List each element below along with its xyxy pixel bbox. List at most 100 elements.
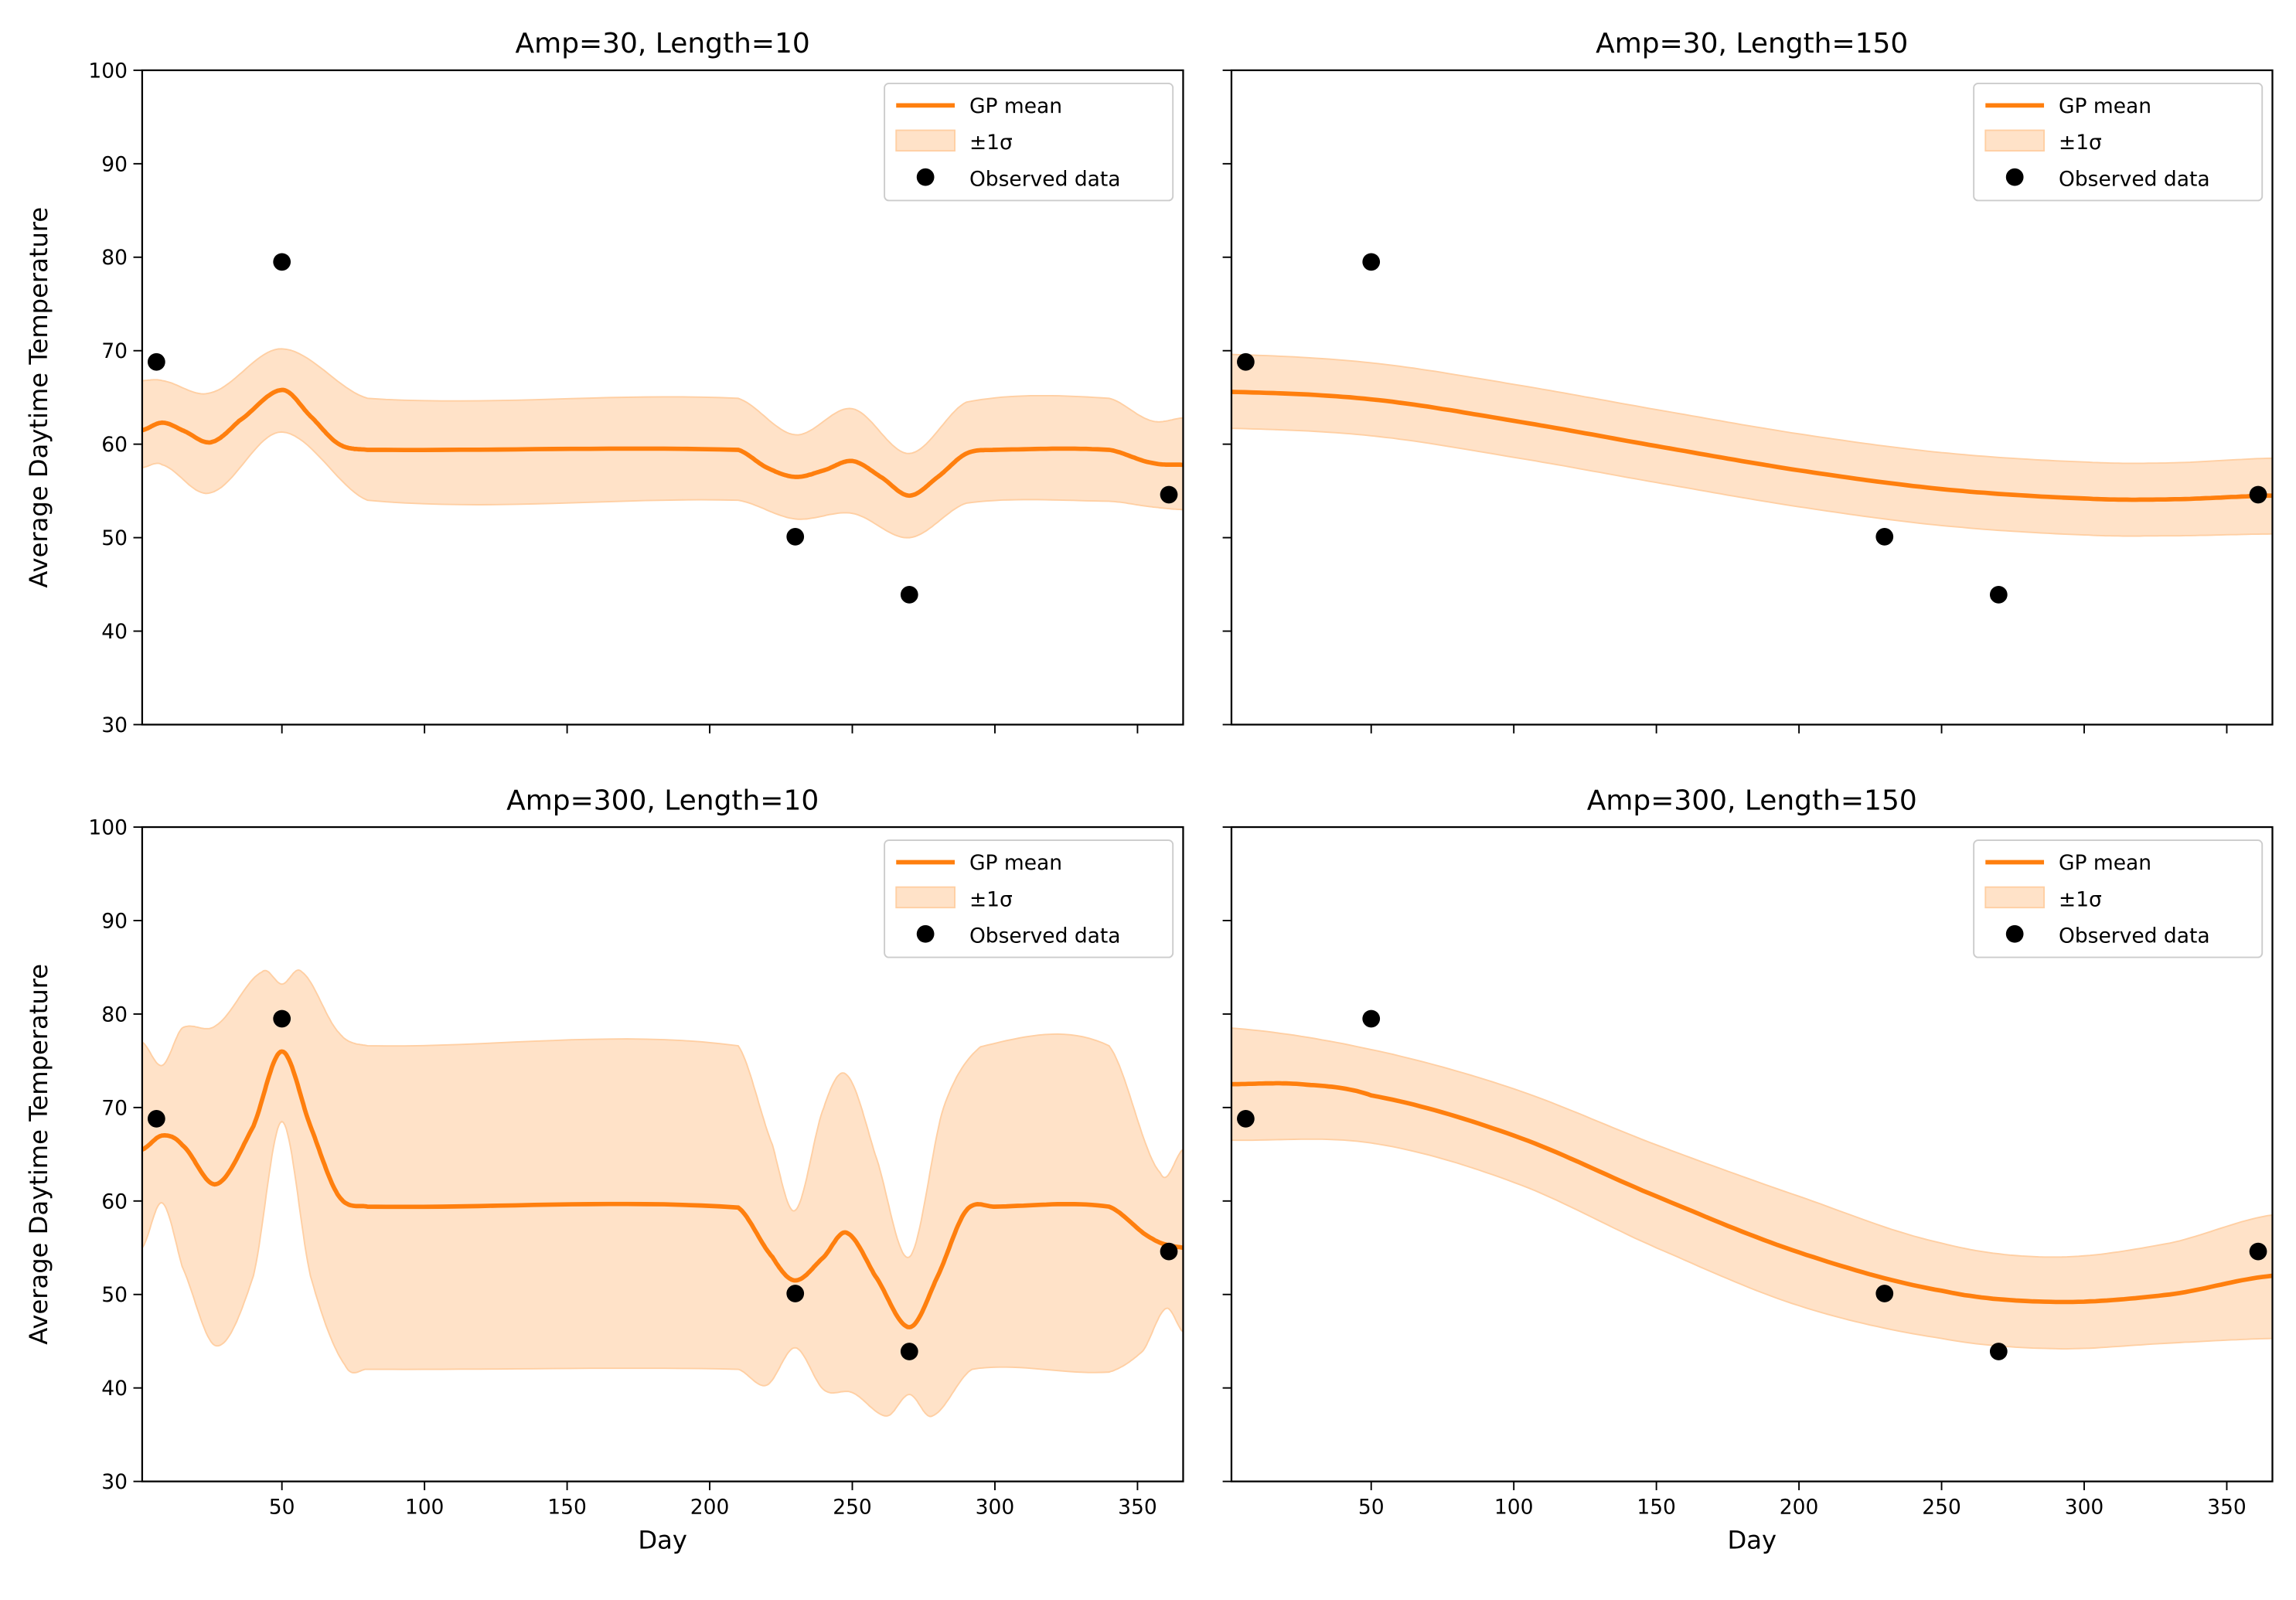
- y-tick-label: 90: [101, 909, 128, 933]
- legend-label: Observed data: [2059, 924, 2210, 948]
- x-tick-label: 250: [833, 1495, 872, 1519]
- y-tick-label: 100: [88, 816, 128, 840]
- observed-point: [1237, 352, 1255, 371]
- x-tick-label: 50: [269, 1495, 295, 1519]
- legend-band-swatch: [1984, 129, 2045, 152]
- legend-label: ±1σ: [2059, 887, 2102, 911]
- legend: GP mean ±1σ Observed data: [1973, 839, 2264, 958]
- observed-point: [273, 1009, 291, 1028]
- y-tick-label: 30: [101, 1470, 128, 1494]
- legend-band-swatch: [1984, 886, 2045, 909]
- sigma-band: [1231, 1027, 2273, 1350]
- axes-frame: [141, 69, 1184, 726]
- sigma-band: [141, 969, 1184, 1418]
- observed-point: [1875, 1285, 1894, 1302]
- y-tick-label: 50: [101, 1283, 128, 1307]
- plot-area: [1231, 1009, 2273, 1360]
- x-tick-label: 300: [976, 1495, 1015, 1519]
- x-tick-label: 200: [690, 1495, 730, 1519]
- gp-mean-line: [1231, 390, 2273, 502]
- gp-mean-line: [141, 387, 1184, 499]
- observed-point: [1160, 1242, 1178, 1261]
- legend-band-swatch: [895, 129, 956, 152]
- legend-label: Observed data: [2059, 168, 2210, 192]
- y-tick-label: 80: [101, 246, 128, 270]
- subplot-title: Amp=30, Length=150: [1596, 28, 1908, 60]
- sigma-band: [141, 348, 1184, 539]
- x-axis-label: Day: [1727, 1526, 1777, 1555]
- legend-label: Observed data: [969, 168, 1121, 192]
- legend-box: [1973, 83, 2264, 202]
- subplot-1: 30 40 50 60 70 80 90 100 Amp=30, Length=10 Averag…: [24, 28, 1184, 737]
- gp-mean-line: [1231, 1081, 2273, 1305]
- legend-box: [1973, 839, 2264, 958]
- y-tick-label: 60: [101, 433, 128, 457]
- legend-point-swatch: [916, 924, 935, 943]
- legend-label: ±1σ: [2059, 131, 2102, 155]
- x-tick-label: 150: [1637, 1495, 1676, 1519]
- observed-point: [147, 352, 165, 371]
- y-tick-label: 70: [101, 339, 128, 363]
- subplot-title: Amp=30, Length=10: [516, 28, 810, 60]
- x-tick-label: 50: [1358, 1495, 1385, 1519]
- legend-point-swatch: [2005, 168, 2024, 186]
- y-tick-label: 60: [101, 1190, 128, 1214]
- x-tick-label: 200: [1780, 1495, 1819, 1519]
- axes-frame: [1230, 69, 2274, 726]
- observed-point: [1237, 1109, 1255, 1128]
- observed-point: [786, 528, 805, 546]
- y-tick-label: 100: [88, 59, 128, 83]
- y-tick-label: 40: [101, 620, 128, 644]
- observed-point: [147, 1109, 165, 1128]
- legend-label: GP mean: [2059, 94, 2151, 118]
- x-tick-label: 100: [1494, 1495, 1534, 1519]
- plot-area: [141, 969, 1184, 1418]
- y-tick-label: 80: [101, 1003, 128, 1026]
- y-tick-label: 50: [101, 526, 128, 550]
- axes-frame: [141, 826, 1184, 1483]
- plot-area: [141, 253, 1184, 604]
- observed-point: [2249, 485, 2267, 504]
- x-axis-label: Day: [638, 1526, 687, 1555]
- y-tick-label: 40: [101, 1377, 128, 1401]
- legend: GP mean ±1σ Observed data: [1973, 83, 2264, 202]
- subplot-title: Amp=300, Length=10: [506, 785, 819, 816]
- axes-frame: [1230, 826, 2274, 1483]
- y-axis-label: Average Daytime Temperature: [24, 964, 53, 1345]
- plot-area: [1231, 253, 2273, 604]
- legend-label: GP mean: [2059, 851, 2151, 875]
- subplot-4: 50 100 150 200 250 300 350 Amp=300, Length=150 D…: [1222, 785, 2274, 1555]
- legend-point-swatch: [2005, 924, 2024, 943]
- observed-point: [900, 585, 918, 604]
- observed-point: [900, 1343, 918, 1360]
- legend: GP mean ±1σ Observed data: [884, 839, 1174, 958]
- legend-label: ±1σ: [969, 887, 1013, 911]
- observed-point: [1875, 528, 1894, 546]
- observed-point: [786, 1285, 805, 1302]
- legend-box: [884, 83, 1174, 202]
- observed-point: [2249, 1242, 2267, 1261]
- legend: GP mean ±1σ Observed data: [884, 83, 1174, 202]
- y-tick-label: 90: [101, 152, 128, 176]
- legend-box: [884, 839, 1174, 958]
- legend-label: Observed data: [969, 924, 1121, 948]
- sigma-band: [1231, 353, 2273, 537]
- observed-point: [1362, 253, 1381, 271]
- legend-label: GP mean: [969, 94, 1062, 118]
- y-tick-label: 70: [101, 1096, 128, 1120]
- legend-label: ±1σ: [969, 131, 1013, 155]
- legend-point-swatch: [916, 168, 935, 186]
- subplot-2: Amp=30, Length=150 GP mean ±1σ Observed dat…: [1222, 28, 2274, 734]
- legend-band-swatch: [895, 886, 956, 909]
- subplot-title: Amp=300, Length=150: [1587, 785, 1917, 816]
- y-tick-label: 30: [101, 713, 128, 737]
- legend-label: GP mean: [969, 851, 1062, 875]
- observed-point: [1160, 485, 1178, 504]
- observed-point: [1362, 1009, 1381, 1028]
- gp-mean-line: [141, 1049, 1184, 1329]
- x-tick-label: 250: [1922, 1495, 1961, 1519]
- observed-point: [273, 253, 291, 271]
- observed-point: [1989, 585, 2008, 604]
- subplot-3: 50 100 150 200 250 300 350 30 40 50 60 70 80 90 100 Amp…: [24, 785, 1184, 1555]
